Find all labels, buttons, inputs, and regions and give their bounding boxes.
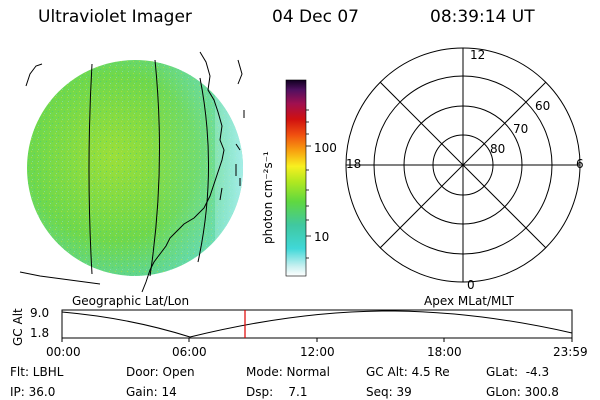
coastlines	[19, 51, 245, 293]
mlat-label-70: 70	[513, 122, 529, 136]
colorbar	[285, 79, 311, 277]
glon-info: GLon: 300.8	[486, 385, 559, 399]
seq-info: Seq: 39	[366, 385, 412, 399]
gc-alt-info: GC Alt: 4.5 Re	[366, 365, 450, 379]
filter-info: Flt: LBHL	[10, 365, 64, 379]
time-label: 08:39:14 UT	[430, 7, 535, 27]
time-tick-0600: 06:00	[172, 345, 207, 359]
uv-image-disk	[27, 60, 243, 276]
mlt-label-12: 12	[470, 48, 486, 62]
colorbar-tick-100: 100	[314, 141, 337, 155]
polar-plot	[345, 47, 581, 283]
altitude-tick-top: 9.0	[30, 306, 50, 320]
door-info: Door: Open	[126, 365, 195, 379]
instrument-title: Ultraviolet Imager	[38, 7, 192, 27]
mlat-label-80: 80	[490, 142, 506, 156]
geographic-map-label: Geographic Lat/Lon	[72, 294, 190, 308]
mlat-label-60: 60	[535, 99, 551, 113]
altitude-tick-bottom: 1.8	[30, 326, 50, 340]
colorbar-tick-10: 10	[314, 230, 330, 244]
time-tick-2359: 23:59	[553, 345, 588, 359]
colorbar-label: photon cm⁻²s⁻¹	[261, 151, 275, 244]
altitude-axis-label: GC Alt	[11, 308, 25, 346]
altitude-plot	[61, 309, 573, 342]
mlt-label-18: 18	[346, 157, 362, 171]
time-tick-1200: 12:00	[300, 345, 335, 359]
time-tick-1800: 18:00	[427, 345, 462, 359]
gain-info: Gain: 14	[126, 385, 177, 399]
apex-map-label: Apex MLat/MLT	[424, 294, 514, 308]
dsp-info: Dsp: 7.1	[246, 385, 308, 399]
mode-info: Mode: Normal	[246, 365, 330, 379]
mlt-label-6: 6	[576, 157, 584, 171]
ip-info: IP: 36.0	[10, 385, 56, 399]
time-tick-0000: 00:00	[46, 345, 81, 359]
longitude-lines	[88, 59, 209, 277]
glat-info: GLat: -4.3	[486, 365, 550, 379]
mlt-label-0: 0	[467, 278, 475, 292]
date-label: 04 Dec 07	[272, 7, 359, 27]
